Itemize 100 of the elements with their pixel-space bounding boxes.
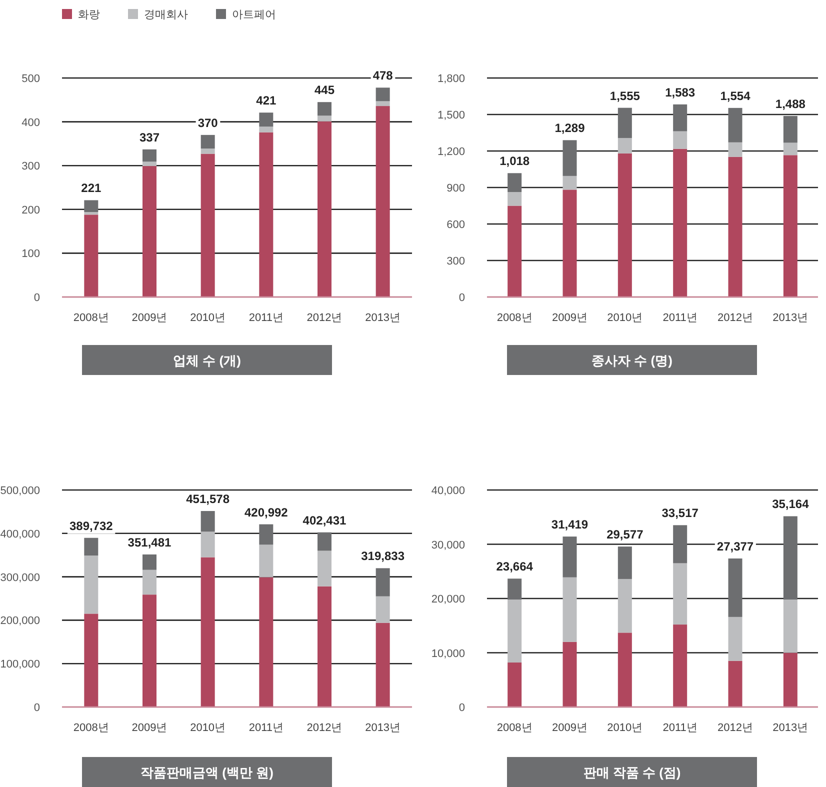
total-label: 1,488 [775, 96, 806, 111]
y-tick-label: 200,000 [0, 615, 40, 628]
bar [618, 632, 632, 707]
bar [673, 563, 688, 625]
x-tick-label: 2013년 [365, 312, 401, 324]
bar [562, 577, 577, 642]
bar [376, 622, 390, 707]
bar [508, 578, 522, 600]
bar [84, 214, 98, 297]
bar [562, 642, 577, 707]
y-tick-label: 0 [34, 702, 40, 714]
bar [200, 154, 215, 297]
bar [318, 532, 332, 551]
bar [618, 546, 632, 579]
bar [318, 121, 332, 297]
y-tick-label: 0 [34, 292, 40, 304]
bar [259, 132, 274, 297]
total-label: 478 [372, 68, 394, 83]
total-label: 337 [139, 130, 160, 144]
text: 판매 작품 수 (점) [583, 765, 681, 780]
bar [783, 600, 798, 653]
total-label: 35,164 [772, 497, 810, 512]
bar [142, 554, 156, 570]
total-label: 29,577 [606, 528, 644, 542]
total-label: 420,992 [244, 505, 288, 520]
total-label: 1,018 [500, 154, 530, 168]
total-label: 445 [314, 83, 335, 98]
bar [142, 162, 156, 166]
y-tick-label: 300 [22, 160, 40, 173]
bar [200, 557, 215, 707]
bar [673, 104, 688, 132]
x-tick-label: 2012년 [718, 722, 753, 734]
legend-label: 아트페어 [232, 9, 276, 21]
bar [142, 570, 156, 595]
bar [84, 556, 98, 614]
bar [618, 578, 632, 633]
bar [259, 577, 274, 707]
bar [376, 106, 390, 297]
y-tick-label: 1,200 [437, 146, 465, 158]
total-label: 1,554 [720, 88, 751, 103]
x-tick-label: 2008년 [496, 722, 532, 734]
bar [376, 101, 390, 106]
y-tick-label: 200 [22, 204, 40, 216]
x-tick-label: 2009년 [132, 722, 168, 734]
bar [508, 662, 522, 707]
bar [508, 173, 522, 192]
total-label: 1,555 [610, 88, 640, 103]
bar [142, 166, 156, 297]
x-tick-label: 2012년 [306, 722, 342, 734]
x-tick-label: 2011년 [248, 312, 284, 324]
total-label: 31,419 [551, 518, 588, 532]
total-label: 33,517 [662, 506, 699, 520]
bar [259, 112, 274, 127]
bar [84, 200, 98, 212]
y-tick-label: 900 [446, 182, 465, 194]
y-tick-label: 500,000 [0, 485, 40, 497]
bar [200, 148, 215, 154]
total-label: 351,481 [128, 535, 172, 550]
x-tick-label: 2009년 [552, 312, 588, 324]
bar [673, 148, 688, 297]
bar [562, 190, 577, 297]
y-tick-label: 300 [446, 256, 465, 268]
bar [728, 156, 742, 297]
bar [728, 660, 742, 707]
legend-label: 화랑 [78, 9, 100, 21]
total-label: 319,833 [361, 549, 405, 564]
bar [618, 153, 632, 297]
bar [728, 142, 742, 157]
bar [562, 536, 577, 578]
y-tick-label: 1,800 [437, 73, 465, 85]
bar [562, 140, 577, 176]
y-tick-label: 100 [22, 248, 40, 260]
x-tick-label: 2010년 [190, 722, 226, 734]
total-label: 221 [81, 181, 102, 196]
bar [728, 558, 742, 617]
x-tick-label: 2012년 [718, 312, 753, 324]
total-label: 421 [256, 94, 276, 108]
bar [673, 131, 688, 149]
x-tick-label: 2010년 [190, 312, 226, 324]
y-tick-label: 20,000 [431, 594, 465, 606]
bar [142, 594, 156, 707]
x-tick-label: 2008년 [73, 722, 109, 734]
y-tick-label: 100,000 [0, 658, 40, 671]
bar [728, 616, 742, 661]
total-label: 451,578 [186, 492, 230, 506]
bar [200, 511, 215, 532]
bar [318, 102, 332, 116]
y-tick-label: 500 [22, 73, 40, 85]
bar [84, 538, 98, 556]
x-tick-label: 2011년 [662, 722, 698, 734]
bar [259, 524, 274, 545]
bar [84, 614, 98, 707]
bar [783, 155, 798, 297]
y-tick-label: 30,000 [431, 539, 465, 552]
y-tick-label: 300,000 [0, 572, 40, 584]
y-tick-label: 0 [458, 292, 465, 304]
bar [508, 600, 522, 663]
total-label: 23,664 [496, 560, 534, 574]
bar [259, 126, 274, 132]
y-tick-label: 1,500 [437, 110, 465, 122]
